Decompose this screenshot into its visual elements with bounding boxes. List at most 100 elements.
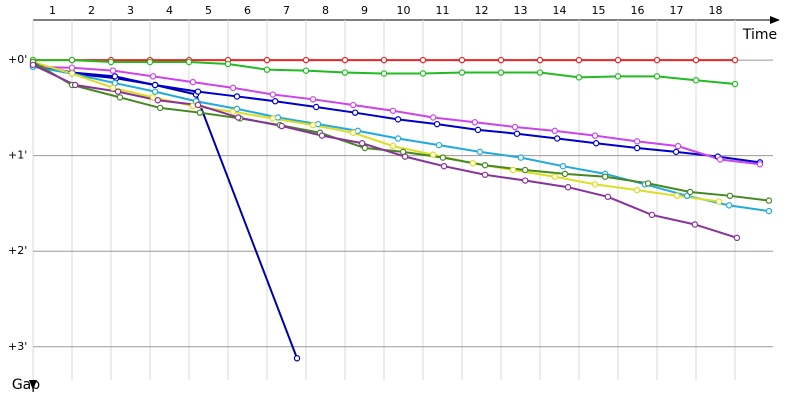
data-point [433,120,441,128]
data-point [229,84,237,92]
data-point [361,144,369,152]
data-point [401,153,409,160]
data-point [756,161,764,168]
data-point [68,64,76,71]
data-point [481,171,489,178]
data-point [107,58,115,66]
data-point [274,114,282,121]
data-point [349,101,357,109]
data-point [114,88,122,95]
x-tick-label: 2 [88,4,95,17]
data-point [429,151,437,158]
data-point [394,116,402,123]
data-point [648,211,656,219]
data-point [233,93,241,100]
data-point [380,56,388,64]
data-point [458,56,466,64]
x-axis-title: Time [742,27,777,43]
data-point [380,70,388,77]
data-point [71,81,79,89]
data-point [151,81,159,89]
data-point [458,69,466,76]
data-point [389,142,397,150]
data-point [765,197,773,204]
data-point [511,123,519,131]
y-tick-label: +0' [8,53,27,66]
x-tick-label: 4 [166,4,173,17]
data-point [439,154,447,161]
data-point [521,166,529,174]
data-point [614,73,622,80]
data-point [686,188,694,196]
data-point [536,69,544,76]
data-point [497,56,505,64]
x-tick-label: 3 [127,4,134,17]
data-point [673,192,681,200]
data-point [154,97,161,104]
data-point [692,56,700,64]
x-tick-label: 7 [283,4,290,17]
data-point [156,104,164,112]
x-tick-label: 1 [49,4,56,17]
data-point [469,160,477,167]
y-tick-label: +2' [8,244,27,257]
x-tick-label: 13 [514,4,528,17]
data-point [394,135,402,142]
x-tick-label: 6 [244,4,251,17]
data-point [341,56,349,64]
data-point [551,127,559,135]
y-tick-label: +1' [8,149,27,162]
data-point [471,119,479,126]
data-point [196,109,204,116]
data-point [358,140,366,147]
data-point [271,98,279,105]
data-point [109,67,117,74]
y-axis-title: Gap [12,377,40,393]
data-point [474,126,482,134]
data-point [151,88,159,95]
data-point [765,207,773,215]
data-point [194,88,202,95]
data-point [715,198,723,205]
data-point [278,122,286,130]
data-point [29,61,37,69]
data-point [68,70,76,77]
data-point [633,186,641,194]
data-point [263,66,271,73]
data-point [716,156,724,163]
data-point [314,120,322,128]
data-point [517,154,525,161]
data-point [429,114,437,121]
data-point [312,103,320,111]
data-point [553,135,561,142]
data-point [234,114,242,121]
data-point [309,121,317,129]
x-tick-label: 5 [205,4,212,17]
data-point [521,177,529,184]
data-point [591,132,599,139]
data-point [644,180,652,187]
data-point [318,132,326,139]
data-point [293,355,301,362]
data-point [674,142,682,150]
series-line [32,61,720,203]
data-point [733,234,741,242]
data-point [189,102,197,110]
data-point [263,56,271,64]
data-point [351,109,359,116]
x-tick-label: 15 [592,4,606,17]
data-point [725,202,733,209]
x-axis-arrow [770,16,780,24]
data-point [111,73,119,80]
data-point [349,129,357,136]
data-point [509,166,517,174]
data-point [633,138,641,145]
data-point [672,148,680,156]
data-point [653,73,661,80]
data-point [691,221,699,228]
data-point [419,56,427,64]
x-tick-label: 17 [670,4,684,17]
data-point [476,148,484,156]
data-point [653,56,661,64]
